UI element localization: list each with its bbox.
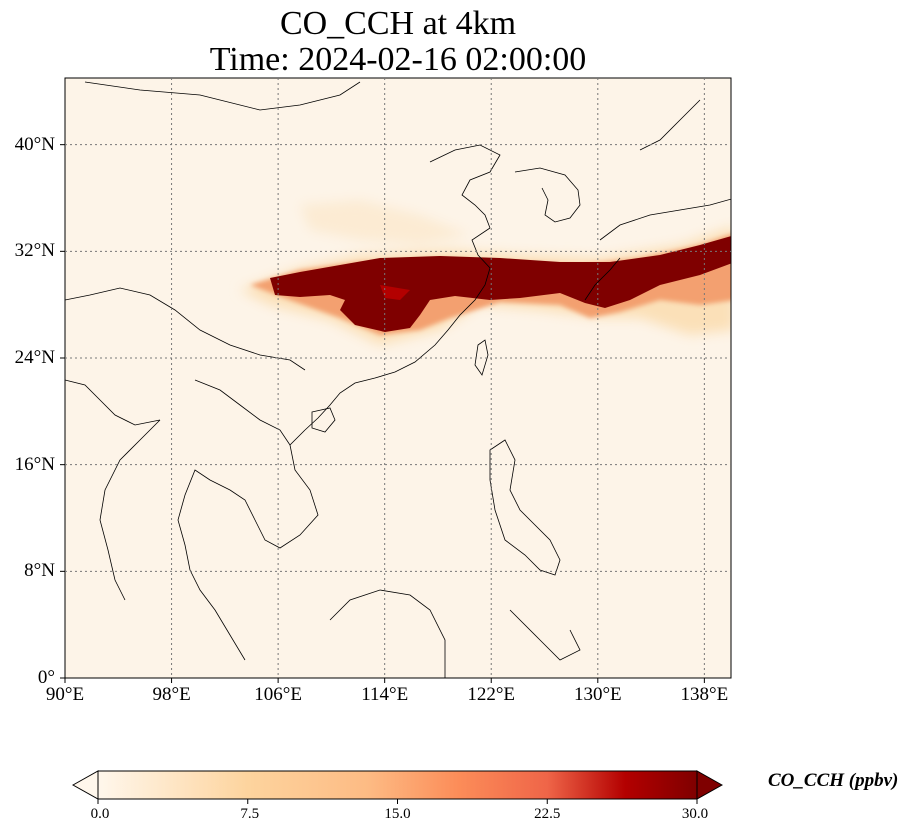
- lon-tick-label: 114°E: [361, 684, 409, 705]
- lon-tick-label: 98°E: [152, 684, 191, 705]
- map-field-background: [65, 78, 731, 678]
- lat-tick-label: 24°N: [14, 347, 55, 368]
- lat-tick-label: 32°N: [14, 240, 55, 262]
- colorbar-gradient: [97, 770, 698, 800]
- colorbar-extend-low: [71, 770, 99, 800]
- coastlines: [65, 81, 731, 678]
- lon-tick-label: 106°E: [254, 684, 302, 705]
- colorbar-label: CO_CCH (ppbv): [768, 770, 899, 791]
- lon-tick-label: 138°E: [680, 684, 729, 705]
- lon-tick-label: 122°E: [467, 684, 516, 705]
- lon-tick-label: 130°E: [573, 684, 622, 705]
- lat-tick-label: 40°N: [14, 133, 55, 155]
- colorbar-tick-marks: [97, 799, 698, 804]
- axis-tick-marks: [60, 144, 705, 683]
- co-plume-core: [270, 236, 731, 332]
- map-title-line2: Time: 2024-02-16 02:00:00: [209, 41, 587, 78]
- gridlines: [65, 78, 731, 678]
- lat-tick-label: 0°: [37, 667, 55, 688]
- colorbar-tick-label: 30.0: [681, 806, 709, 822]
- lat-tick-label: 8°N: [24, 560, 55, 582]
- colorbar-tick-label: 7.5: [240, 806, 260, 822]
- lon-tick-label: 90°E: [45, 684, 85, 705]
- map-frame: [64, 77, 732, 679]
- colorbar-tick-label: 0.0: [90, 806, 110, 822]
- colorbar-extend-high: [696, 770, 724, 800]
- map-title-line1: CO_CCH at 4km: [279, 5, 517, 42]
- lat-tick-label: 16°N: [14, 453, 55, 475]
- colorbar: [71, 770, 724, 804]
- colorbar-tick-label: 22.5: [534, 806, 561, 822]
- colorbar-tick-label: 15.0: [384, 806, 411, 822]
